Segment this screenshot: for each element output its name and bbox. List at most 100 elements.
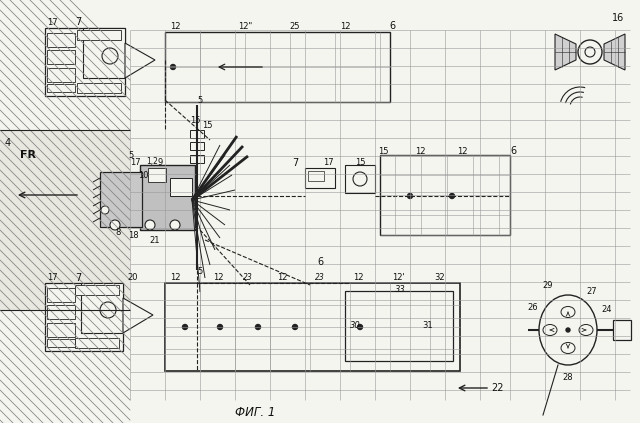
- Polygon shape: [123, 298, 153, 333]
- Text: 32: 32: [435, 274, 445, 283]
- Ellipse shape: [543, 324, 557, 335]
- Bar: [77, 83, 121, 93]
- Text: 7: 7: [292, 158, 298, 168]
- Text: 5: 5: [129, 151, 134, 159]
- Bar: [190, 155, 204, 163]
- Bar: [345, 291, 453, 361]
- Text: 17: 17: [130, 157, 140, 167]
- Text: 18: 18: [128, 231, 138, 239]
- Circle shape: [170, 64, 175, 69]
- Circle shape: [110, 220, 120, 230]
- Bar: [345, 165, 375, 193]
- Polygon shape: [604, 34, 625, 70]
- Text: 17: 17: [47, 274, 58, 283]
- Circle shape: [182, 324, 188, 330]
- Text: 12: 12: [353, 274, 364, 283]
- Text: 15: 15: [202, 121, 212, 129]
- Bar: [190, 130, 204, 138]
- Text: 30: 30: [349, 321, 360, 330]
- Text: FR: FR: [20, 150, 36, 160]
- Text: 7: 7: [75, 273, 81, 283]
- Ellipse shape: [561, 343, 575, 354]
- Bar: [47, 339, 75, 347]
- Polygon shape: [555, 34, 576, 70]
- Bar: [45, 283, 123, 351]
- Text: 24: 24: [602, 305, 612, 314]
- Text: 6: 6: [389, 21, 395, 31]
- Text: 15: 15: [378, 146, 388, 156]
- Text: 17: 17: [323, 157, 333, 167]
- Circle shape: [145, 220, 155, 230]
- Bar: [45, 28, 125, 96]
- Text: 29: 29: [543, 280, 553, 289]
- Bar: [47, 288, 75, 302]
- Text: 27: 27: [587, 288, 597, 297]
- Bar: [75, 285, 119, 295]
- Text: 33: 33: [395, 286, 405, 294]
- Polygon shape: [125, 43, 155, 78]
- Circle shape: [255, 324, 260, 330]
- Bar: [170, 178, 192, 196]
- Bar: [81, 283, 123, 333]
- Text: 26: 26: [528, 303, 538, 313]
- Circle shape: [101, 206, 109, 214]
- Text: 1,2: 1,2: [146, 157, 158, 165]
- Bar: [100, 172, 142, 227]
- Bar: [308, 171, 324, 181]
- Text: 8: 8: [115, 228, 121, 236]
- Bar: [165, 32, 390, 102]
- Text: 31: 31: [422, 321, 433, 330]
- Bar: [0, 130, 130, 310]
- Circle shape: [585, 47, 595, 57]
- Circle shape: [358, 324, 362, 330]
- Bar: [75, 338, 119, 348]
- Text: 12': 12': [392, 274, 404, 283]
- Ellipse shape: [561, 307, 575, 318]
- Text: 6: 6: [317, 257, 323, 267]
- Ellipse shape: [539, 295, 597, 365]
- Circle shape: [449, 193, 454, 198]
- Text: 21: 21: [150, 236, 160, 244]
- Bar: [47, 323, 75, 337]
- Bar: [47, 33, 75, 47]
- Bar: [47, 305, 75, 319]
- Text: 10: 10: [138, 170, 148, 179]
- Text: 12": 12": [238, 22, 252, 30]
- Text: 12: 12: [170, 274, 180, 283]
- Text: 12: 12: [457, 146, 467, 156]
- Text: 15: 15: [189, 115, 200, 124]
- Text: 6: 6: [510, 146, 516, 156]
- Bar: [165, 283, 460, 371]
- Bar: [77, 30, 121, 40]
- Text: 12: 12: [212, 274, 223, 283]
- Circle shape: [102, 48, 118, 64]
- Text: 23: 23: [243, 274, 253, 283]
- Circle shape: [100, 302, 116, 318]
- Text: ФИГ. 1: ФИГ. 1: [235, 407, 275, 420]
- Text: 5: 5: [197, 96, 203, 104]
- Text: 20: 20: [128, 274, 138, 283]
- Bar: [47, 68, 75, 82]
- Bar: [190, 142, 204, 150]
- Text: 9: 9: [157, 157, 163, 167]
- Text: 25: 25: [290, 22, 300, 30]
- Text: 5: 5: [197, 267, 203, 277]
- Circle shape: [218, 324, 223, 330]
- Circle shape: [578, 40, 602, 64]
- Text: 7: 7: [75, 17, 81, 27]
- Text: 12: 12: [415, 146, 425, 156]
- Text: 4: 4: [5, 138, 11, 148]
- Circle shape: [353, 172, 367, 186]
- Text: 12: 12: [170, 22, 180, 30]
- Bar: [613, 320, 631, 340]
- Bar: [47, 84, 75, 92]
- Circle shape: [170, 220, 180, 230]
- Circle shape: [566, 328, 570, 332]
- Text: 16: 16: [612, 13, 624, 23]
- Text: 28: 28: [563, 374, 573, 382]
- Bar: [140, 165, 195, 230]
- Text: 23: 23: [315, 274, 325, 283]
- Text: 15: 15: [355, 157, 365, 167]
- Bar: [83, 28, 125, 78]
- Ellipse shape: [579, 324, 593, 335]
